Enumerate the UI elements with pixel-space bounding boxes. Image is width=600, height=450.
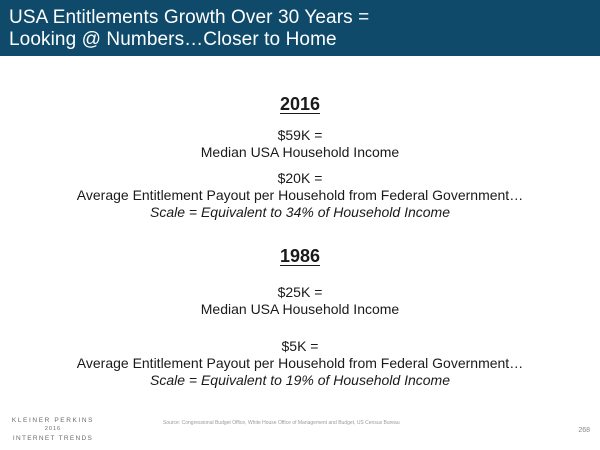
source-note: Source: Congressional Budget Office, Whi… [163, 420, 400, 426]
income-1986: $25K = Median USA Household Income [0, 284, 600, 318]
income-label: Median USA Household Income [200, 144, 400, 160]
income-label: Median USA Household Income [200, 301, 400, 317]
section-2016: 2016 [0, 94, 600, 115]
section-year: 2016 [279, 94, 321, 114]
section-year: 1986 [279, 246, 321, 266]
slide-title-line-2: Looking @ Numbers…Closer to Home [9, 29, 337, 50]
page-number: 268 [578, 427, 590, 434]
payout-2016: $20K = Average Entitlement Payout per Ho… [0, 170, 600, 221]
income-value: $59K = [277, 127, 323, 143]
scale-text: Scale = Equivalent to 34% of Household I… [149, 204, 451, 220]
kleiner-perkins-logo: KLEINER PERKINS 2016 INTERNET TRENDS [8, 416, 98, 443]
payout-label: Average Entitlement Payout per Household… [76, 187, 524, 203]
logo-top-text: KLEINER PERKINS [11, 417, 95, 424]
logo-bottom-text: INTERNET TRENDS [12, 435, 94, 442]
slide-header: USA Entitlements Growth Over 30 Years = … [0, 0, 600, 56]
logo-year-text: 2016 [44, 426, 62, 432]
payout-value: $20K = [277, 170, 323, 186]
slide-title-line-1: USA Entitlements Growth Over 30 Years = [9, 7, 370, 28]
income-2016: $59K = Median USA Household Income [0, 127, 600, 161]
scale-text: Scale = Equivalent to 19% of Household I… [149, 372, 451, 388]
section-1986: 1986 [0, 246, 600, 267]
payout-label: Average Entitlement Payout per Household… [76, 355, 524, 371]
income-value: $25K = [277, 284, 323, 300]
payout-value: $5K = [281, 338, 319, 354]
payout-1986: $5K = Average Entitlement Payout per Hou… [0, 338, 600, 389]
